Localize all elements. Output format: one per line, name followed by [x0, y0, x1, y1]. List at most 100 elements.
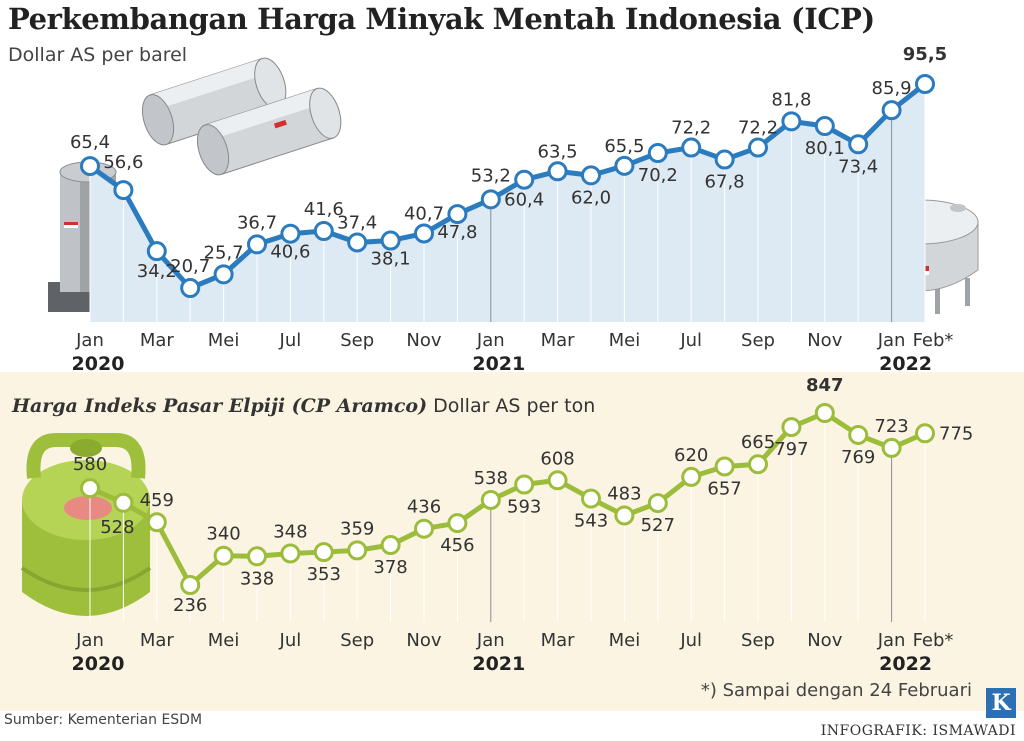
icp-data-point	[848, 134, 869, 155]
lpg-data-point	[80, 478, 100, 499]
lpg-data-point	[748, 454, 768, 475]
icp-data-point	[748, 137, 768, 158]
lpg-value-label: 769	[841, 447, 875, 468]
icp-value-label: 85,9	[872, 78, 912, 99]
icp-value-label: 40,7	[404, 203, 444, 224]
icp-tick-label: Nov	[406, 330, 441, 351]
page-title: Perkembangan Harga Minyak Mentah Indones…	[8, 2, 875, 36]
lpg-data-point	[213, 545, 234, 566]
infographic-credit: INFOGRAFIK: ISMAWADI	[820, 723, 1016, 739]
icp-value-label: 34,2	[137, 261, 177, 282]
lpg-data-point	[480, 489, 501, 510]
lpg-data-point	[714, 456, 735, 477]
icp-data-point	[113, 180, 134, 201]
lpg-tick-label: Sep	[340, 630, 374, 651]
lpg-tick-label: Mar	[140, 630, 175, 651]
lpg-data-point	[347, 540, 368, 561]
icp-value-label: 36,7	[237, 212, 277, 233]
icp-data-point	[781, 111, 802, 132]
icp-tick-label: Jan	[75, 330, 104, 351]
lpg-data-point	[681, 466, 702, 487]
icp-data-point	[681, 137, 702, 158]
lpg-data-point	[547, 470, 568, 491]
icp-value-label: 65,5	[604, 136, 644, 157]
lpg-value-label: 723	[874, 416, 908, 437]
icp-value-label: 67,8	[705, 172, 745, 193]
icp-value-label: 65,4	[70, 132, 110, 153]
lpg-tick-label: Sep	[741, 630, 775, 651]
icp-value-label: 53,2	[471, 165, 511, 186]
lpg-chart: 580 528 459 236 340 338 348 353 359 378 436 456 538 5…	[72, 375, 974, 675]
icp-value-label: 25,7	[204, 242, 244, 263]
lpg-value-label: 847	[806, 375, 844, 396]
lpg-value-label: 378	[373, 557, 407, 578]
icp-data-point	[146, 241, 167, 262]
icp-tick-label: Nov	[807, 330, 842, 351]
icp-data-point	[714, 149, 735, 170]
icp-value-label: 63,5	[538, 141, 578, 162]
lpg-value-label: 459	[140, 490, 174, 511]
icp-value-label: 38,1	[371, 249, 411, 270]
lpg-unit-label: Dollar AS per ton	[433, 395, 596, 417]
icp-tick-label: Jul	[279, 330, 302, 351]
lpg-value-label: 359	[340, 518, 374, 539]
icp-tick-label: Feb*	[913, 330, 954, 351]
icp-data-point	[380, 230, 401, 251]
icp-data-point	[480, 189, 501, 210]
lpg-data-point	[447, 513, 468, 534]
lpg-tick-label: Nov	[807, 630, 842, 651]
icp-value-label: 73,4	[838, 156, 878, 177]
icp-value-label: 95,5	[903, 44, 947, 65]
icp-tick-label: Mei	[208, 330, 240, 351]
lpg-value-label: 797	[774, 439, 808, 460]
lpg-data-point	[180, 575, 201, 595]
icp-value-label: 20,7	[170, 256, 210, 277]
lpg-data-point	[781, 417, 802, 438]
lpg-value-label: 657	[707, 478, 741, 499]
lpg-title: Harga Indeks Pasar Elpiji (CP Aramco)	[12, 395, 428, 417]
lpg-data-point	[113, 492, 134, 513]
lpg-value-label: 340	[206, 524, 240, 545]
lpg-value-label: 775	[939, 423, 973, 444]
lpg-tick-label: Mei	[609, 630, 641, 651]
lpg-value-label: 538	[474, 468, 508, 489]
lpg-data-point	[581, 488, 601, 509]
lpg-tick-label: Jan	[75, 630, 104, 651]
lpg-year-label: 2020	[72, 653, 125, 675]
icp-value-label: 72,2	[738, 118, 778, 139]
icp-data-point	[915, 74, 935, 94]
lpg-value-label: 620	[674, 445, 708, 466]
icp-chart: 65,456,6 34,220,725,7 36,7 40,6 41,637,4 38,1…	[70, 44, 953, 375]
lpg-subtitle: Harga Indeks Pasar Elpiji (CP Aramco) Do…	[12, 395, 595, 417]
lpg-tick-label: Feb*	[913, 630, 954, 651]
kompas-logo: K	[986, 688, 1016, 718]
icp-tick-label: Sep	[741, 330, 775, 351]
icp-data-point	[213, 264, 234, 285]
icp-year-label: 2022	[879, 353, 932, 375]
icp-value-label: 47,8	[437, 222, 477, 243]
lpg-value-label: 543	[574, 511, 608, 532]
icp-tick-label: Mar	[541, 330, 576, 351]
lpg-data-point	[247, 546, 267, 567]
lpg-data-point	[647, 493, 668, 514]
icp-value-label: 40,6	[270, 242, 310, 263]
lpg-tick-label: Jul	[679, 630, 702, 651]
icp-tick-label: Mar	[140, 330, 175, 351]
icp-value-label: 56,6	[103, 152, 143, 173]
oil-storage-tanks-icon	[141, 57, 342, 176]
icp-value-label: 41,6	[304, 199, 344, 220]
lpg-value-label: 580	[73, 454, 107, 475]
icp-data-point	[581, 165, 601, 186]
icp-data-point	[180, 278, 201, 298]
icp-value-label: 62,0	[571, 187, 611, 208]
lpg-tick-label: Mar	[541, 630, 576, 651]
icp-tick-label: Jan	[877, 330, 906, 351]
icp-data-point	[547, 161, 568, 182]
icp-data-point	[647, 143, 668, 163]
icp-tick-label: Mei	[609, 330, 641, 351]
icp-data-point	[414, 223, 434, 244]
icp-data-point	[881, 100, 902, 121]
lpg-data-point	[915, 423, 935, 444]
lpg-data-point	[313, 542, 334, 563]
icp-data-point	[447, 204, 468, 225]
